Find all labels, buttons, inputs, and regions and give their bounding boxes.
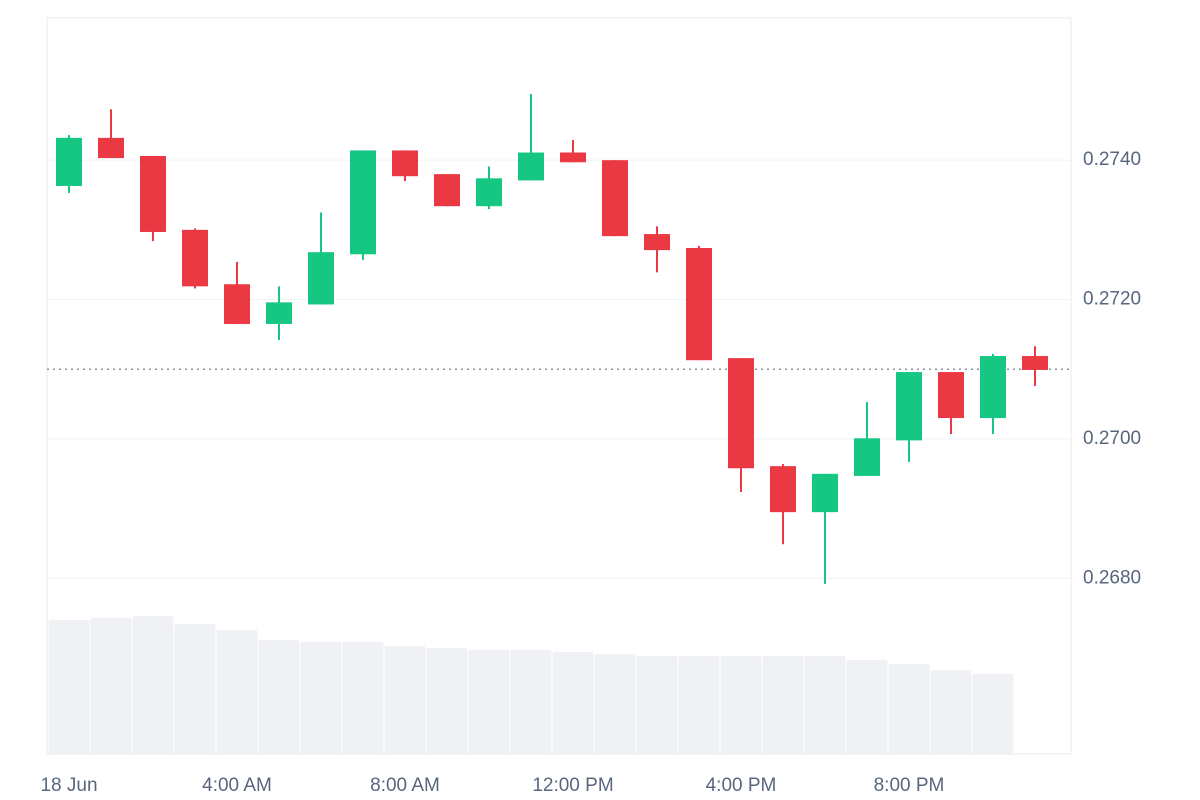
volume-bar (888, 664, 930, 754)
candle-body (392, 150, 418, 177)
x-tick-label: 4:00 AM (202, 775, 272, 796)
volume-bar (972, 674, 1014, 754)
candle-body (1022, 356, 1048, 370)
x-tick-label: 18 Jun (40, 775, 97, 796)
candle-body (770, 466, 796, 513)
volume-bar (846, 660, 888, 754)
candle-body (434, 174, 460, 207)
volume-bar (468, 650, 510, 754)
volume-bar (720, 656, 762, 754)
candle-body (266, 302, 292, 324)
x-tick-label: 4:00 PM (706, 775, 777, 796)
volume-bar (930, 670, 972, 754)
volume-bar (300, 642, 342, 754)
volume-bar (594, 654, 636, 754)
candle-body (224, 284, 250, 324)
candle-body (308, 252, 334, 305)
volume-bar (678, 656, 720, 754)
volume-bar (552, 652, 594, 754)
candle-body (644, 234, 670, 251)
volume-bar (132, 616, 174, 754)
candle-body (686, 248, 712, 361)
volume-bar (342, 642, 384, 754)
x-tick-label: 8:00 PM (874, 775, 945, 796)
volume-bar (258, 640, 300, 754)
candle-body (812, 473, 838, 513)
candle-body (98, 137, 124, 159)
volume-bar (762, 656, 804, 754)
candle-body (518, 152, 544, 181)
candle-body (476, 178, 502, 207)
volume-bar (426, 648, 468, 754)
candle-body (938, 372, 964, 419)
volume-bar (804, 656, 846, 754)
y-tick-label: 0.2680 (1083, 567, 1141, 588)
volume-bar (216, 630, 258, 754)
candle-body (896, 372, 922, 441)
y-tick-label: 0.2700 (1083, 428, 1141, 449)
candle-body (56, 137, 82, 186)
candle-body (980, 356, 1006, 419)
candle-body (182, 229, 208, 287)
x-tick-label: 8:00 AM (370, 775, 440, 796)
candle-body (854, 438, 880, 476)
volume-bar (90, 618, 132, 754)
volume-bar (636, 656, 678, 754)
volume-bar (48, 620, 90, 754)
candle-body (140, 156, 166, 232)
candle-body (602, 160, 628, 237)
candle-body (560, 152, 586, 163)
candle-body (350, 150, 376, 255)
volume-bar (174, 624, 216, 754)
y-tick-label: 0.2720 (1083, 289, 1141, 310)
volume-bar (510, 650, 552, 754)
x-tick-label: 12:00 PM (532, 775, 613, 796)
y-tick-label: 0.2740 (1083, 149, 1141, 170)
volume-bar (384, 646, 426, 754)
candle-body (728, 358, 754, 469)
